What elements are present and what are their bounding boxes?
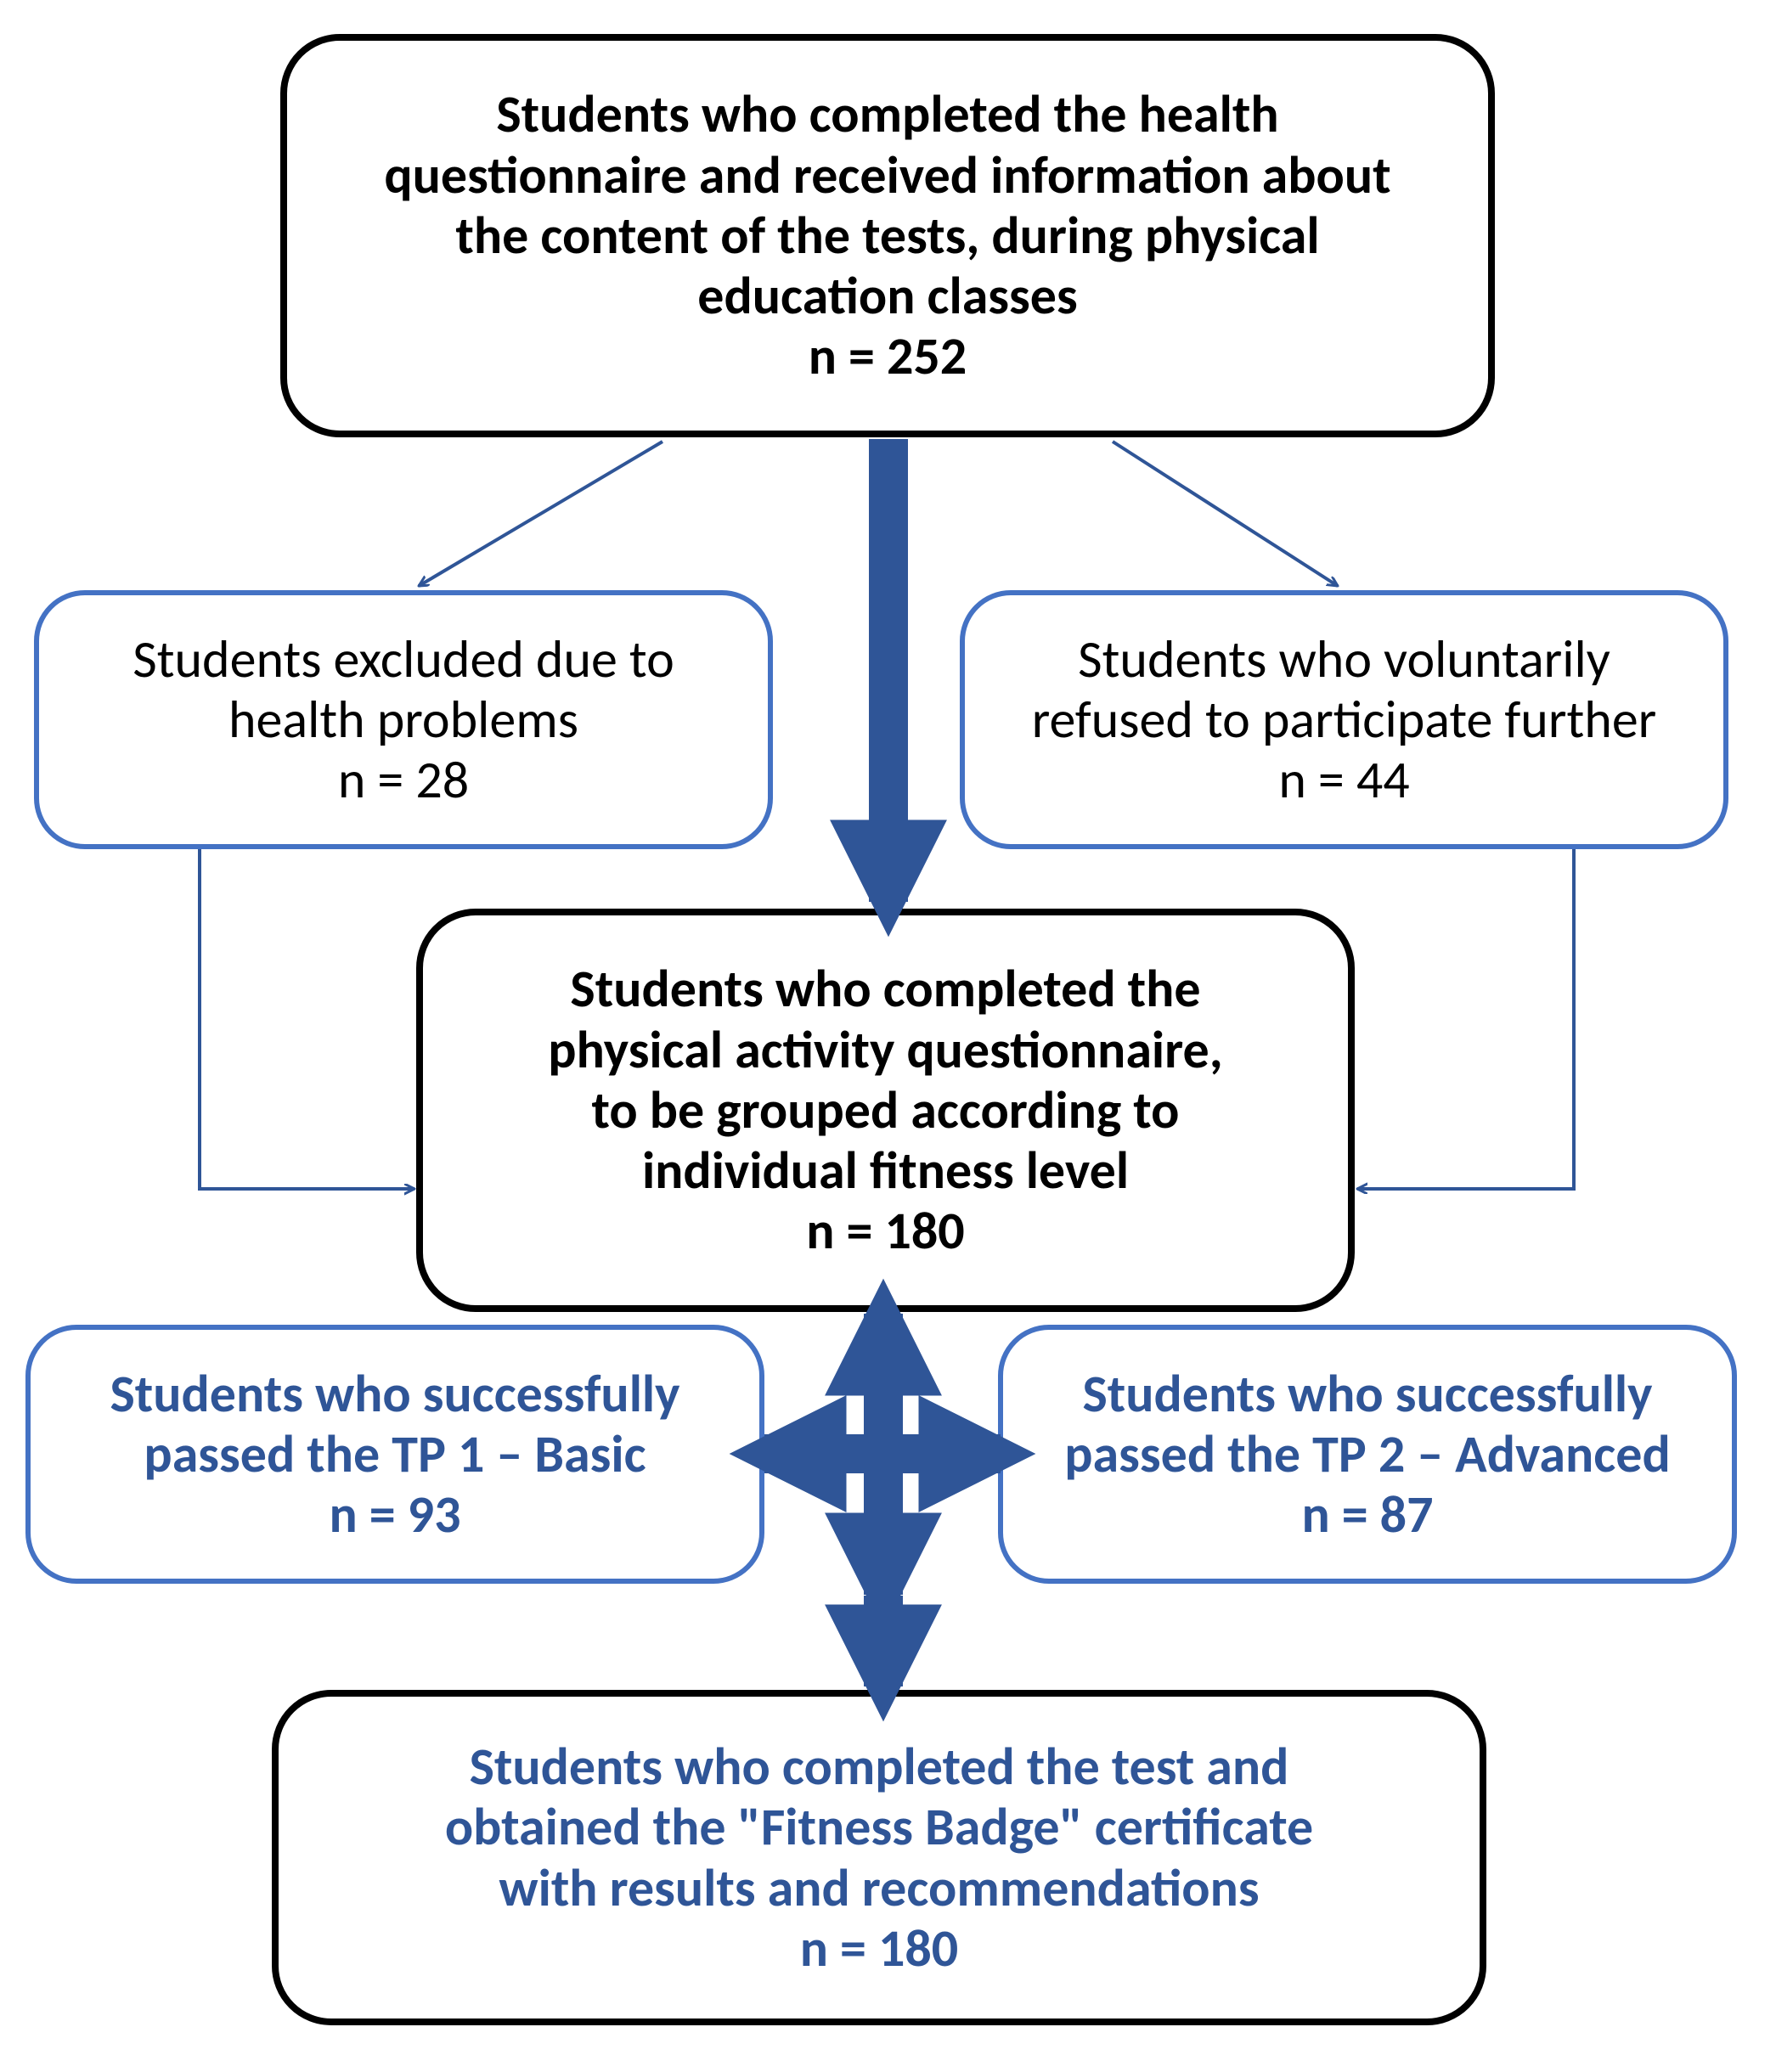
text-line: Students who completed the <box>570 959 1200 1019</box>
text-line: individual fitness level <box>642 1140 1129 1201</box>
text-line: physical activity questionnaire, <box>548 1020 1222 1080</box>
text-line: n = 180 <box>806 1201 964 1261</box>
text-line: refused to participate further <box>1032 690 1657 750</box>
node-tp1-basic: Students who successfullypassed the TP 1… <box>25 1325 764 1584</box>
text-line: obtained the "Fitness Badge" certificate <box>445 1797 1313 1857</box>
node-excluded: Students excluded due tohealth problemsn… <box>34 590 773 849</box>
text-line: Students who completed the test and <box>470 1737 1289 1797</box>
text-line: passed the TP 1 – Basic <box>144 1424 646 1484</box>
text-line: with results and recommendations <box>499 1858 1259 1918</box>
text-line: health problems <box>228 690 578 750</box>
node-tp2-advanced: Students who successfullypassed the TP 2… <box>998 1325 1737 1584</box>
text-line: Students who successfully <box>110 1364 679 1424</box>
text-line: Students who completed the health <box>496 84 1278 144</box>
text-line: education classes <box>697 266 1077 326</box>
text-line: n = 44 <box>1278 750 1409 810</box>
text-line: Students who voluntarily <box>1078 629 1610 690</box>
text-line: n = 252 <box>809 326 967 386</box>
text-line: Students who successfully <box>1082 1364 1652 1424</box>
flowchart-canvas: Students who completed the healthquestio… <box>0 0 1776 2072</box>
text-line: to be grouped according to <box>592 1080 1180 1140</box>
node-completed-paq: Students who completed thephysical activ… <box>416 909 1355 1312</box>
text-line: n = 93 <box>329 1484 460 1545</box>
node-refused: Students who voluntarilyrefused to parti… <box>960 590 1728 849</box>
text-line: Students excluded due to <box>132 629 674 690</box>
text-line: n = 180 <box>800 1918 958 1979</box>
text-line: n = 87 <box>1301 1484 1433 1545</box>
text-line: the content of the tests, during physica… <box>455 206 1319 266</box>
node-start: Students who completed the healthquestio… <box>280 34 1495 437</box>
text-line: passed the TP 2 – Advanced <box>1064 1424 1670 1484</box>
text-line: n = 28 <box>338 750 469 810</box>
node-final: Students who completed the test andobtai… <box>272 1690 1486 2025</box>
text-line: questionnaire and received information a… <box>384 145 1390 206</box>
